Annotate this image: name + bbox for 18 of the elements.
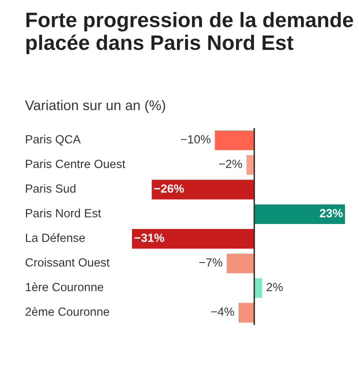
y-tick-label: Paris QCA xyxy=(26,134,81,146)
data-label: −4% xyxy=(211,308,234,316)
data-label: −31% xyxy=(134,234,164,242)
y-tick-label: 1ère Couronne xyxy=(26,282,104,292)
y-tick-label: Paris Sud xyxy=(26,184,76,193)
chart-subtitle: Variation sur un an (%) xyxy=(25,100,166,113)
y-tick-label: Croissant Ouest xyxy=(26,258,110,267)
data-label: −2% xyxy=(219,160,242,168)
data-label: 23% xyxy=(320,208,343,218)
y-tick-label: La Défense xyxy=(26,233,85,242)
data-label: −7% xyxy=(199,258,222,267)
data-label: 2% xyxy=(266,282,283,292)
chart-title: Forte progression de la demande placée dans Paris Nord Est xyxy=(26,12,354,54)
data-label: −26% xyxy=(154,184,184,193)
y-tick-label: 2ème Couronne xyxy=(26,307,110,316)
y-tick-label: Paris Centre Ouest xyxy=(26,159,126,168)
data-label: −10% xyxy=(180,135,210,144)
y-tick-label: Paris Nord Est xyxy=(26,208,102,218)
